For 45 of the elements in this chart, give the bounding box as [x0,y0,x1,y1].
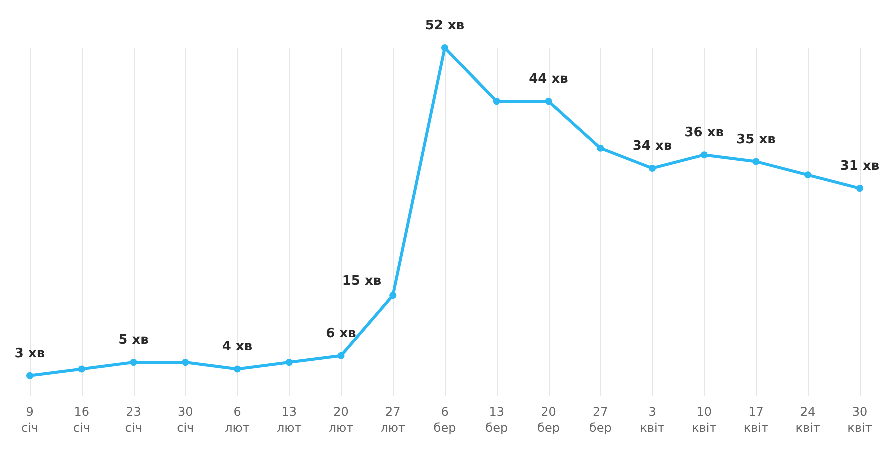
point [752,158,760,166]
point [597,144,604,152]
x-tick-label: 20 лют [328,405,354,435]
x-tick-label: 6 лют [225,405,250,435]
data-label: 6 хв [326,326,356,342]
x-tick-label: 10 квіт [692,405,717,435]
point [338,352,345,360]
x-tick-label: 9 січ [21,405,39,435]
x-tick-label: 30 січ [177,405,194,435]
x-tick-label: 13 лют [276,405,302,435]
data-label: 35 хв [736,132,776,148]
x-tick-label: 6 бер [434,405,456,435]
point [856,185,864,192]
x-tick-label: 20 бер [538,405,560,435]
point [442,44,448,52]
x-tick-label: 27 лют [380,405,406,435]
x-tick-label: 27 бер [589,405,612,435]
point [182,359,190,366]
point [545,98,552,106]
x-tick-label: 3 квіт [640,405,665,435]
data-label: 34 хв [632,138,672,154]
point [130,359,138,366]
point [234,366,241,373]
point [390,292,397,300]
x-tick-label: 24 квіт [796,405,820,435]
point [804,172,812,179]
data-label: 4 хв [222,340,253,355]
data-label: 31 хв [840,159,880,174]
point [26,372,34,380]
data-label: 15 хв [342,274,382,290]
point [649,164,656,172]
x-tick-label: 23 січ [125,405,142,435]
x-tick-label: 17 квіт [744,405,769,435]
point [286,359,293,366]
x-tick-label: 30 квіт [848,405,872,435]
data-label: 3 хв [14,346,46,362]
data-label: 36 хв [684,126,724,141]
point [700,152,708,159]
point [493,98,500,106]
point [78,366,86,373]
data-label: 44 хв [529,72,568,88]
data-label: 5 хв [118,333,149,348]
x-tick-label: 16 січ [73,405,90,435]
data-label: 52 хв [425,18,465,34]
x-tick-label: 13 бер [486,405,508,435]
